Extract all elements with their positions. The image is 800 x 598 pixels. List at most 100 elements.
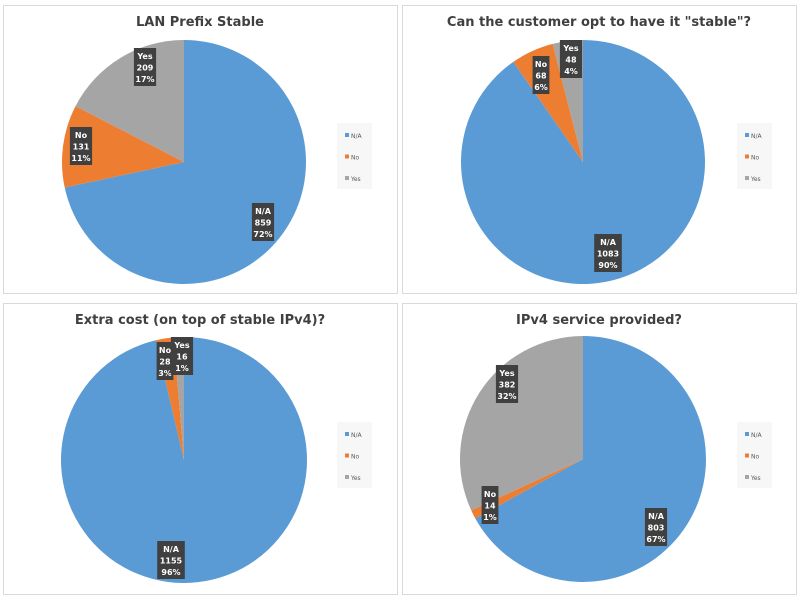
pie-slice-na — [64, 40, 306, 284]
legend-swatch — [745, 176, 749, 180]
pie-slice-na — [60, 337, 307, 583]
pie-chart-1: LAN Prefix Stable N/A 859 72% No 131 11% Yes 209… — [3, 5, 398, 294]
data-label-text: N/A — [600, 238, 617, 247]
data-label-text: 859 — [255, 219, 272, 228]
data-label-text: 803 — [648, 524, 665, 533]
legend-swatch — [745, 453, 749, 458]
data-label: Yes 16 1% — [170, 337, 194, 375]
legend-entry: Yes — [350, 475, 361, 482]
legend-bg — [737, 123, 772, 189]
chart-title: IPv4 service provided? — [516, 313, 682, 328]
data-label-bg — [644, 508, 668, 546]
data-label-bg — [170, 337, 194, 375]
legend-entry: N/A — [351, 432, 363, 439]
pie-chart-2: Can the customer opt to have it "stable"… — [402, 5, 797, 294]
data-label-text: N/A — [648, 512, 665, 521]
legend: N/A No Yes — [337, 123, 372, 189]
legend-swatch — [745, 133, 749, 137]
data-label-text: Yes — [498, 369, 514, 378]
pie-slice-yes — [460, 335, 583, 511]
data-label-text: 1% — [175, 364, 189, 373]
data-label-text: 4% — [564, 67, 578, 76]
data-label-bg — [156, 342, 174, 380]
data-label: Yes 48 4% — [559, 40, 583, 78]
legend-entry: No — [351, 454, 359, 461]
data-label-text: No — [75, 131, 88, 140]
data-label-text: 17% — [135, 75, 154, 84]
chart-title: Extra cost (on top of stable IPv4)? — [75, 313, 325, 328]
data-label-bg — [133, 48, 157, 86]
legend-entry: Yes — [750, 176, 761, 183]
data-label: N/A 803 67% — [644, 508, 668, 546]
data-label-text: 11% — [71, 154, 90, 163]
legend-swatch — [745, 432, 749, 436]
data-label: N/A 859 72% — [251, 203, 275, 241]
data-label-text: 3% — [158, 369, 172, 378]
data-label-text: 1% — [483, 513, 497, 522]
data-label-text: 1083 — [597, 250, 619, 259]
data-label-bg — [495, 365, 519, 403]
data-label-text: Yes — [562, 44, 578, 53]
data-label: No 28 3% — [156, 342, 174, 380]
data-label-text: 67% — [646, 535, 665, 544]
chart-title: Can the customer opt to have it "stable"… — [447, 15, 751, 30]
data-label-text: 28 — [159, 358, 171, 367]
data-label-bg — [559, 40, 583, 78]
legend-bg — [737, 422, 772, 488]
legend-entry: N/A — [351, 133, 363, 140]
legend-entry: Yes — [750, 475, 761, 482]
legend-entry: Yes — [350, 176, 361, 183]
data-label-text: Yes — [136, 52, 152, 61]
legend-bg — [337, 123, 372, 189]
data-label-text: N/A — [255, 207, 272, 216]
legend-entry: No — [351, 155, 359, 162]
data-label-bg — [157, 541, 185, 579]
data-label-bg — [532, 56, 550, 94]
pie-slice-no — [62, 106, 184, 188]
legend-entry: N/A — [751, 133, 763, 140]
data-label: No 68 6% — [532, 56, 550, 94]
data-label-text: 14 — [484, 502, 496, 511]
legend-swatch — [345, 432, 349, 436]
pie-slice-na — [460, 40, 705, 284]
data-label-text: N/A — [163, 545, 180, 554]
legend-swatch — [745, 154, 749, 159]
data-label-text: 96% — [161, 568, 180, 577]
legend: N/A No Yes — [337, 422, 372, 488]
data-label: Yes 382 32% — [495, 365, 519, 403]
data-label-text: 6% — [534, 83, 548, 92]
data-label-bg — [594, 234, 622, 272]
data-label-text: 68 — [535, 72, 547, 81]
legend-swatch — [345, 475, 349, 479]
legend-entry: No — [751, 454, 759, 461]
legend: N/A No Yes — [737, 123, 772, 189]
legend-swatch — [345, 133, 349, 137]
data-label-text: Yes — [173, 341, 189, 350]
data-label-text: 48 — [565, 56, 577, 65]
data-label-bg — [481, 486, 499, 524]
data-label-text: 1155 — [160, 557, 183, 566]
pie-slice-no — [513, 43, 583, 162]
data-label: N/A 1083 90% — [594, 234, 622, 272]
data-label-text: 90% — [598, 261, 617, 270]
legend-entry: N/A — [751, 432, 763, 439]
legend-swatch — [745, 475, 749, 479]
data-label-text: 209 — [137, 64, 154, 73]
data-label-text: 32% — [497, 392, 516, 401]
data-label-bg — [251, 203, 275, 241]
data-label-text: 16 — [176, 353, 188, 362]
data-label-text: 131 — [73, 143, 90, 152]
data-label-text: No — [535, 60, 548, 69]
pie-slice-yes — [75, 40, 184, 162]
pie-slice-no — [471, 459, 583, 519]
data-label-bg — [69, 127, 93, 165]
legend-bg — [337, 422, 372, 488]
data-label: No 131 11% — [69, 127, 93, 165]
legend: N/A No Yes — [737, 422, 772, 488]
data-label-text: 72% — [253, 230, 272, 239]
legend-entry: No — [751, 155, 759, 162]
data-label: N/A 1155 96% — [157, 541, 185, 579]
data-label-text: 382 — [499, 381, 516, 390]
data-label: No 14 1% — [481, 486, 499, 524]
